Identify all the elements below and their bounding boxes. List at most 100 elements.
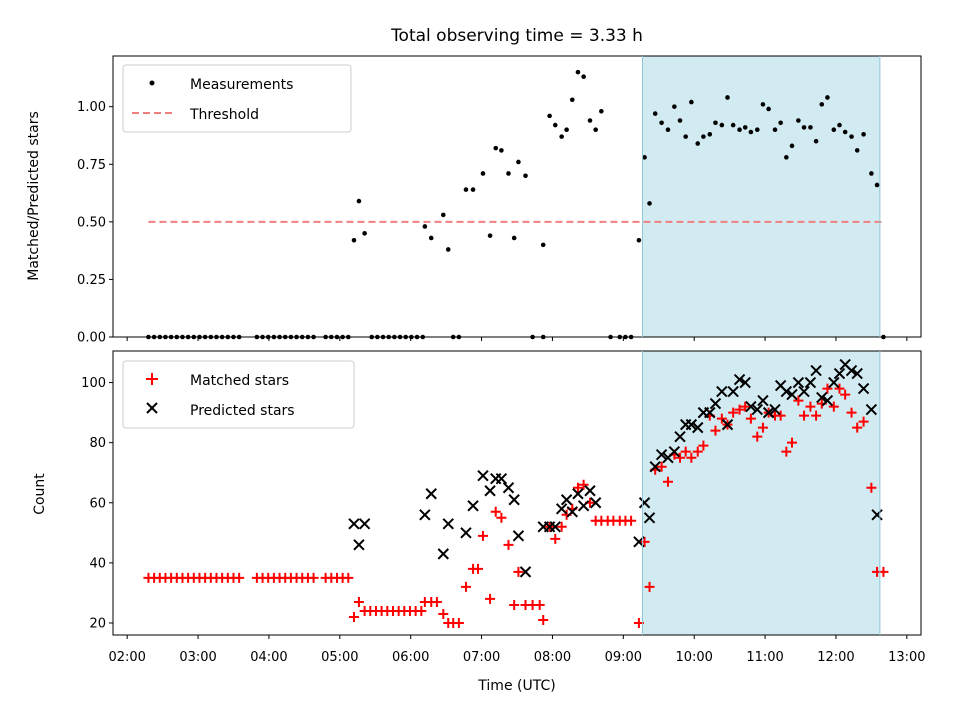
- x-tick-label: 05:00: [321, 650, 358, 665]
- measurement-point: [677, 118, 683, 123]
- matched-star-point: [745, 413, 756, 424]
- x-axis: 02:00 03:00 04:00 05:00 06:00 07:00 08:00 09:00…: [108, 650, 925, 665]
- x-tick-label: 12:00: [817, 650, 854, 665]
- measurement-point: [813, 138, 819, 144]
- predicted-star-point: [467, 500, 479, 512]
- matched-star-point: [852, 422, 863, 433]
- y-tick-label: 0.50: [77, 215, 106, 230]
- measurement-point: [730, 122, 736, 128]
- matched-star-point: [534, 599, 545, 610]
- matched-star-point: [485, 593, 496, 604]
- predicted-star-point: [577, 500, 590, 512]
- measurement-point: [760, 102, 766, 107]
- measurement-point: [672, 104, 677, 109]
- top-panel-legend: Measurements Threshold: [122, 64, 352, 133]
- measurement-point: [440, 212, 446, 218]
- predicted-star-point: [727, 385, 739, 398]
- measurement-point: [511, 235, 517, 241]
- matched-star-point: [775, 410, 786, 421]
- predicted-star-point: [709, 397, 722, 410]
- predicted-star-point: [643, 512, 656, 524]
- measurement-point: [593, 127, 598, 133]
- measurement-point: [587, 118, 593, 123]
- legend-matched-marker: [146, 373, 158, 385]
- predicted-star-point: [851, 367, 863, 380]
- measurement-point: [719, 122, 725, 128]
- predicted-star-point: [437, 548, 449, 560]
- matched-star-point: [728, 407, 739, 418]
- bottom-panel: 20 40 60 80 100 Count Matched stars Predicte…: [32, 350, 922, 639]
- y-tick-label: 0.25: [77, 273, 106, 288]
- matched-star-point: [513, 566, 524, 577]
- matched-star-point: [496, 512, 507, 523]
- measurement-point: [849, 134, 854, 139]
- predicted-star-point: [721, 418, 734, 431]
- matched-star-point: [734, 404, 745, 415]
- predicted-star-point: [442, 518, 454, 530]
- legend-matched-label: Matched stars: [190, 373, 289, 389]
- y-tick-label: 0.75: [77, 158, 106, 173]
- matched-star-point: [509, 599, 520, 610]
- matched-star-point: [740, 401, 751, 412]
- measurement-point: [480, 171, 486, 176]
- matched-star-point: [578, 479, 589, 490]
- predicted-star-point: [833, 367, 846, 380]
- predicted-star-point: [685, 418, 698, 431]
- predicted-star-point: [780, 385, 793, 398]
- predicted-star-point: [638, 497, 651, 509]
- measurement-point: [636, 237, 642, 243]
- predicted-star-point: [668, 445, 681, 458]
- matched-star-point: [752, 431, 763, 442]
- top-panel-shaded-region: [642, 56, 880, 337]
- measurement-point: [642, 155, 647, 160]
- predicted-star-point: [804, 376, 817, 389]
- matched-star-point: [538, 614, 549, 625]
- y-tick-label: 60: [89, 496, 106, 511]
- matched-star-point: [781, 446, 792, 457]
- predicted-star-point: [495, 473, 508, 485]
- matched-star-point: [698, 440, 709, 451]
- matched-star-point: [343, 572, 354, 583]
- top-panel-marks: [146, 69, 886, 340]
- predicted-star-point: [358, 518, 371, 530]
- matched-star-point: [572, 482, 583, 493]
- bottom-panel-ylabel: Count: [32, 473, 48, 515]
- measurement-point: [808, 125, 813, 130]
- measurement-point: [689, 99, 694, 105]
- measurement-point: [552, 122, 558, 128]
- predicted-star-point: [816, 391, 828, 404]
- measurement-point: [516, 159, 521, 165]
- measurement-point: [842, 129, 848, 135]
- matched-star-point: [431, 596, 442, 607]
- measurement-point: [659, 120, 664, 126]
- measurement-point: [547, 113, 552, 119]
- predicted-star-point: [798, 385, 810, 398]
- measurement-point: [445, 247, 451, 252]
- predicted-star-point: [572, 488, 584, 500]
- predicted-star-point: [865, 403, 878, 416]
- measurement-point: [766, 106, 771, 112]
- matched-star-point: [692, 446, 703, 457]
- measurement-point: [569, 97, 575, 103]
- matched-star-point: [793, 395, 804, 406]
- measurement-point: [825, 95, 830, 100]
- measurement-point: [523, 173, 528, 179]
- x-tick-label: 07:00: [463, 650, 500, 665]
- y-tick-label: 1.00: [77, 100, 106, 115]
- measurement-point: [784, 155, 789, 160]
- matched-star-point: [710, 425, 721, 436]
- measurement-point: [356, 198, 362, 204]
- legend-measurements-label: Measurements: [190, 77, 293, 93]
- y-tick-label: 20: [89, 616, 106, 631]
- predicted-star-point: [484, 485, 496, 497]
- y-tick-label: 0.00: [77, 331, 106, 346]
- matched-star-point: [438, 608, 449, 619]
- predicted-star-point: [555, 503, 568, 515]
- matched-star-point: [503, 539, 514, 550]
- x-tick-label: 10:00: [675, 650, 712, 665]
- measurement-point: [796, 118, 801, 123]
- predicted-star-point: [584, 485, 596, 497]
- measurement-point: [575, 69, 581, 75]
- x-tick-label: 08:00: [534, 650, 571, 665]
- measurement-point: [801, 125, 807, 130]
